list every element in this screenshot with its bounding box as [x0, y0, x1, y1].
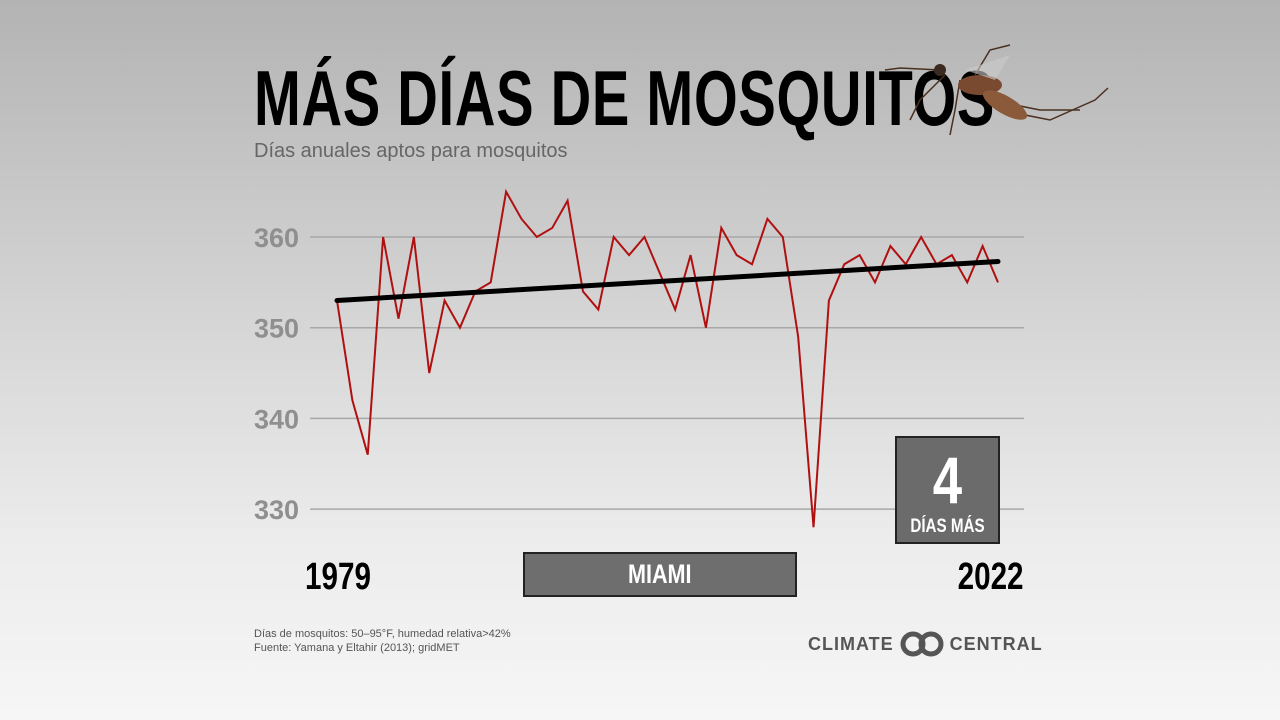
- badge-label: DÍAS MÁS: [910, 516, 985, 537]
- days-more-badge: 4 DÍAS MÁS: [895, 436, 1000, 544]
- footnote-definition: Días de mosquitos: 50–95°F, humedad rela…: [254, 628, 511, 640]
- chart-title: MÁS DÍAS DE MOSQUITOS: [254, 54, 996, 142]
- footnote-source: Fuente: Yamana y Eltahir (2013); gridMET: [254, 642, 460, 654]
- x-label-end: 2022: [958, 556, 1024, 598]
- location-label: MIAMI: [523, 552, 797, 597]
- logo-rings-icon: [900, 631, 944, 657]
- climate-central-logo: CLIMATE CENTRAL: [808, 631, 1043, 657]
- y-tick-label: 350: [254, 314, 299, 344]
- y-tick-label: 340: [254, 404, 299, 434]
- trend-line: [334, 258, 1001, 303]
- logo-text-left: CLIMATE: [808, 633, 894, 654]
- chart-subtitle: Días anuales aptos para mosquitos: [254, 140, 568, 162]
- footnotes: Días de mosquitos: 50–95°F, humedad rela…: [254, 627, 511, 655]
- badge-number: 4: [932, 443, 963, 517]
- logo-text-right: CENTRAL: [949, 633, 1043, 654]
- mosquito-illustration: [884, 44, 1109, 136]
- y-tick-label: 330: [254, 495, 299, 525]
- y-tick-label: 360: [254, 223, 299, 253]
- location-text: MIAMI: [628, 559, 692, 589]
- data-line: [336, 188, 999, 528]
- x-label-start: 1979: [305, 556, 371, 598]
